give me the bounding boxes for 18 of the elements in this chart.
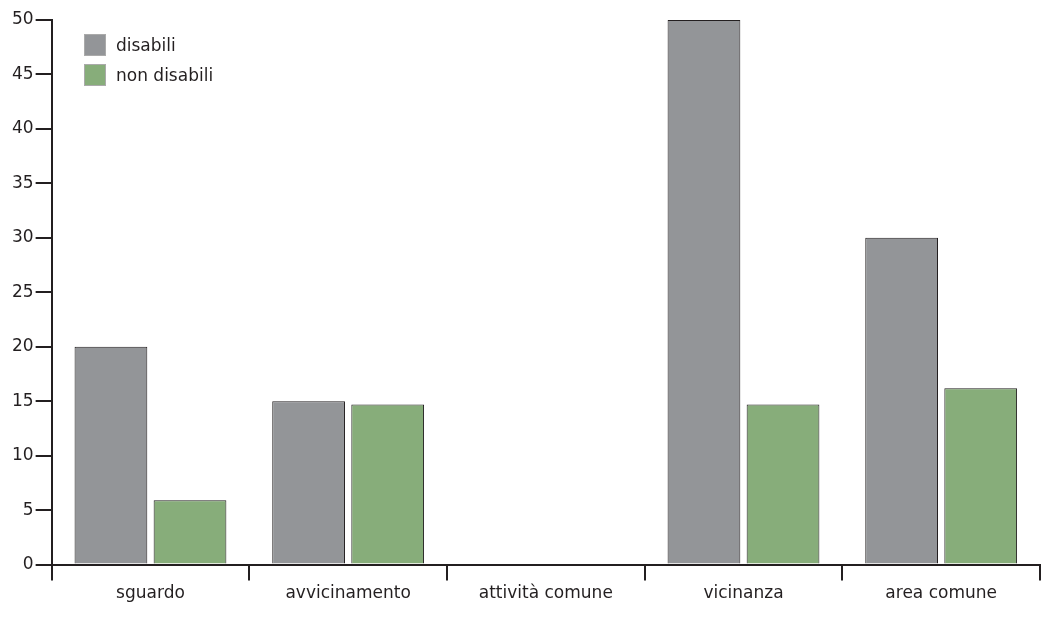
y-tick-label: 10 [11, 444, 34, 465]
y-tick-label: 35 [11, 171, 34, 192]
y-tick-label: 40 [11, 117, 34, 138]
y-tick-label: 30 [11, 226, 34, 247]
x-tick-label: area comune [885, 582, 997, 603]
legend-label: disabili [116, 35, 176, 55]
y-tick-label: 5 [22, 498, 34, 519]
y-tick-label: 45 [11, 62, 34, 83]
y-tick-label: 20 [11, 335, 34, 356]
y-tick-label: 50 [11, 8, 34, 29]
x-tick-label: sguardo [116, 582, 185, 603]
legend-label: non disabili [116, 65, 214, 85]
y-tick-label: 25 [11, 280, 34, 301]
y-tick-label: 0 [22, 553, 34, 574]
x-tick-label: attività comune [478, 582, 613, 603]
y-tick-label: 15 [11, 389, 34, 410]
x-tick-label: avvicinamento [285, 582, 411, 603]
x-tick-label: vicinanza [703, 582, 784, 603]
